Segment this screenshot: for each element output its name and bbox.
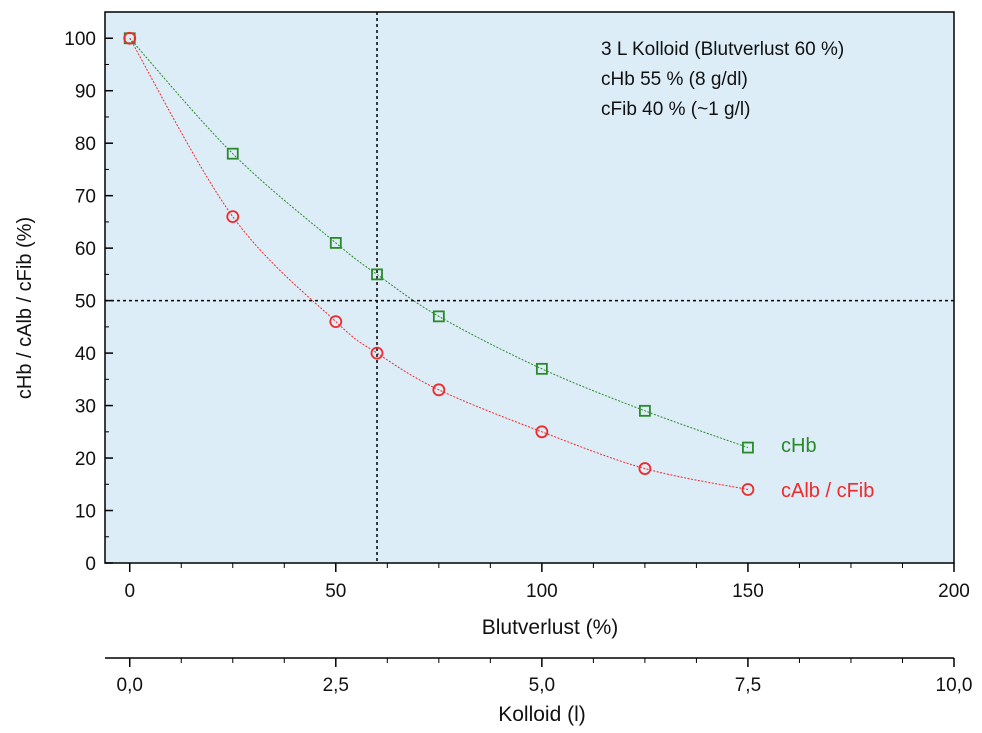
data-point-1-0 <box>123 31 137 45</box>
x-tick-label-1: 50 <box>325 581 346 602</box>
data-point-1-1 <box>226 210 240 224</box>
annotation-line-3: cFib 40 % (~1 g/l) <box>601 99 750 120</box>
x2-tick-label-3: 7,5 <box>735 675 761 696</box>
x2-tick-label-0: 0,0 <box>117 675 143 696</box>
annotation-line-2: cHb 55 % (8 g/dl) <box>601 69 748 90</box>
x-tick-label-3: 150 <box>732 581 764 602</box>
plot-background <box>105 12 954 563</box>
y-tick-label-4: 40 <box>75 344 96 365</box>
data-point-0-2 <box>329 236 342 249</box>
data-point-0-1 <box>226 147 239 160</box>
y-tick-label-3: 30 <box>75 397 96 418</box>
data-point-1-3 <box>370 346 384 360</box>
y-tick-label-1: 10 <box>75 502 96 523</box>
data-point-1-7 <box>741 483 755 496</box>
y-tick-label-2: 20 <box>75 449 96 470</box>
data-point-1-6 <box>638 462 652 475</box>
data-point-1-4 <box>432 383 446 397</box>
data-point-0-6 <box>638 404 651 417</box>
data-point-0-4 <box>432 310 445 323</box>
y-tick-label-8: 80 <box>75 134 96 155</box>
y-tick-label-0: 0 <box>85 554 96 575</box>
y-tick-label-5: 50 <box>75 292 96 313</box>
x-tick-label-0: 0 <box>124 581 135 602</box>
y-axis-title: cHb / cAlb / cFib (%) <box>14 217 36 399</box>
data-point-1-5 <box>535 425 549 439</box>
x-tick-label-2: 100 <box>526 581 558 602</box>
series-line-1 <box>129 37 749 491</box>
data-point-0-7 <box>742 441 754 454</box>
series-label-chb: cHb <box>781 435 817 457</box>
x2-tick-label-4: 10,0 <box>936 675 973 696</box>
annotation-block: 3 L Kolloid (Blutverlust 60 %) cHb 55 % … <box>601 39 844 120</box>
x-tick-label-4: 200 <box>938 581 970 602</box>
x2-tick-label-1: 2,5 <box>323 675 349 696</box>
annotation-line-1: 3 L Kolloid (Blutverlust 60 %) <box>601 39 844 60</box>
x2-tick-label-2: 5,0 <box>529 675 555 696</box>
y-tick-label-7: 70 <box>75 187 96 208</box>
x-axis-title: Blutverlust (%) <box>482 616 619 639</box>
x2-axis-title: Kolloid (l) <box>498 703 586 726</box>
y-tick-label-6: 60 <box>75 239 96 260</box>
series-line-0 <box>129 37 749 449</box>
data-point-0-5 <box>535 362 548 375</box>
data-point-1-2 <box>329 315 343 329</box>
series-label-calb-cfib: cAlb / cFib <box>781 480 874 502</box>
data-point-0-3 <box>371 268 383 281</box>
y-tick-label-9: 90 <box>75 82 96 103</box>
plot-frame <box>104 11 955 564</box>
y-tick-label-10: 100 <box>64 29 96 50</box>
